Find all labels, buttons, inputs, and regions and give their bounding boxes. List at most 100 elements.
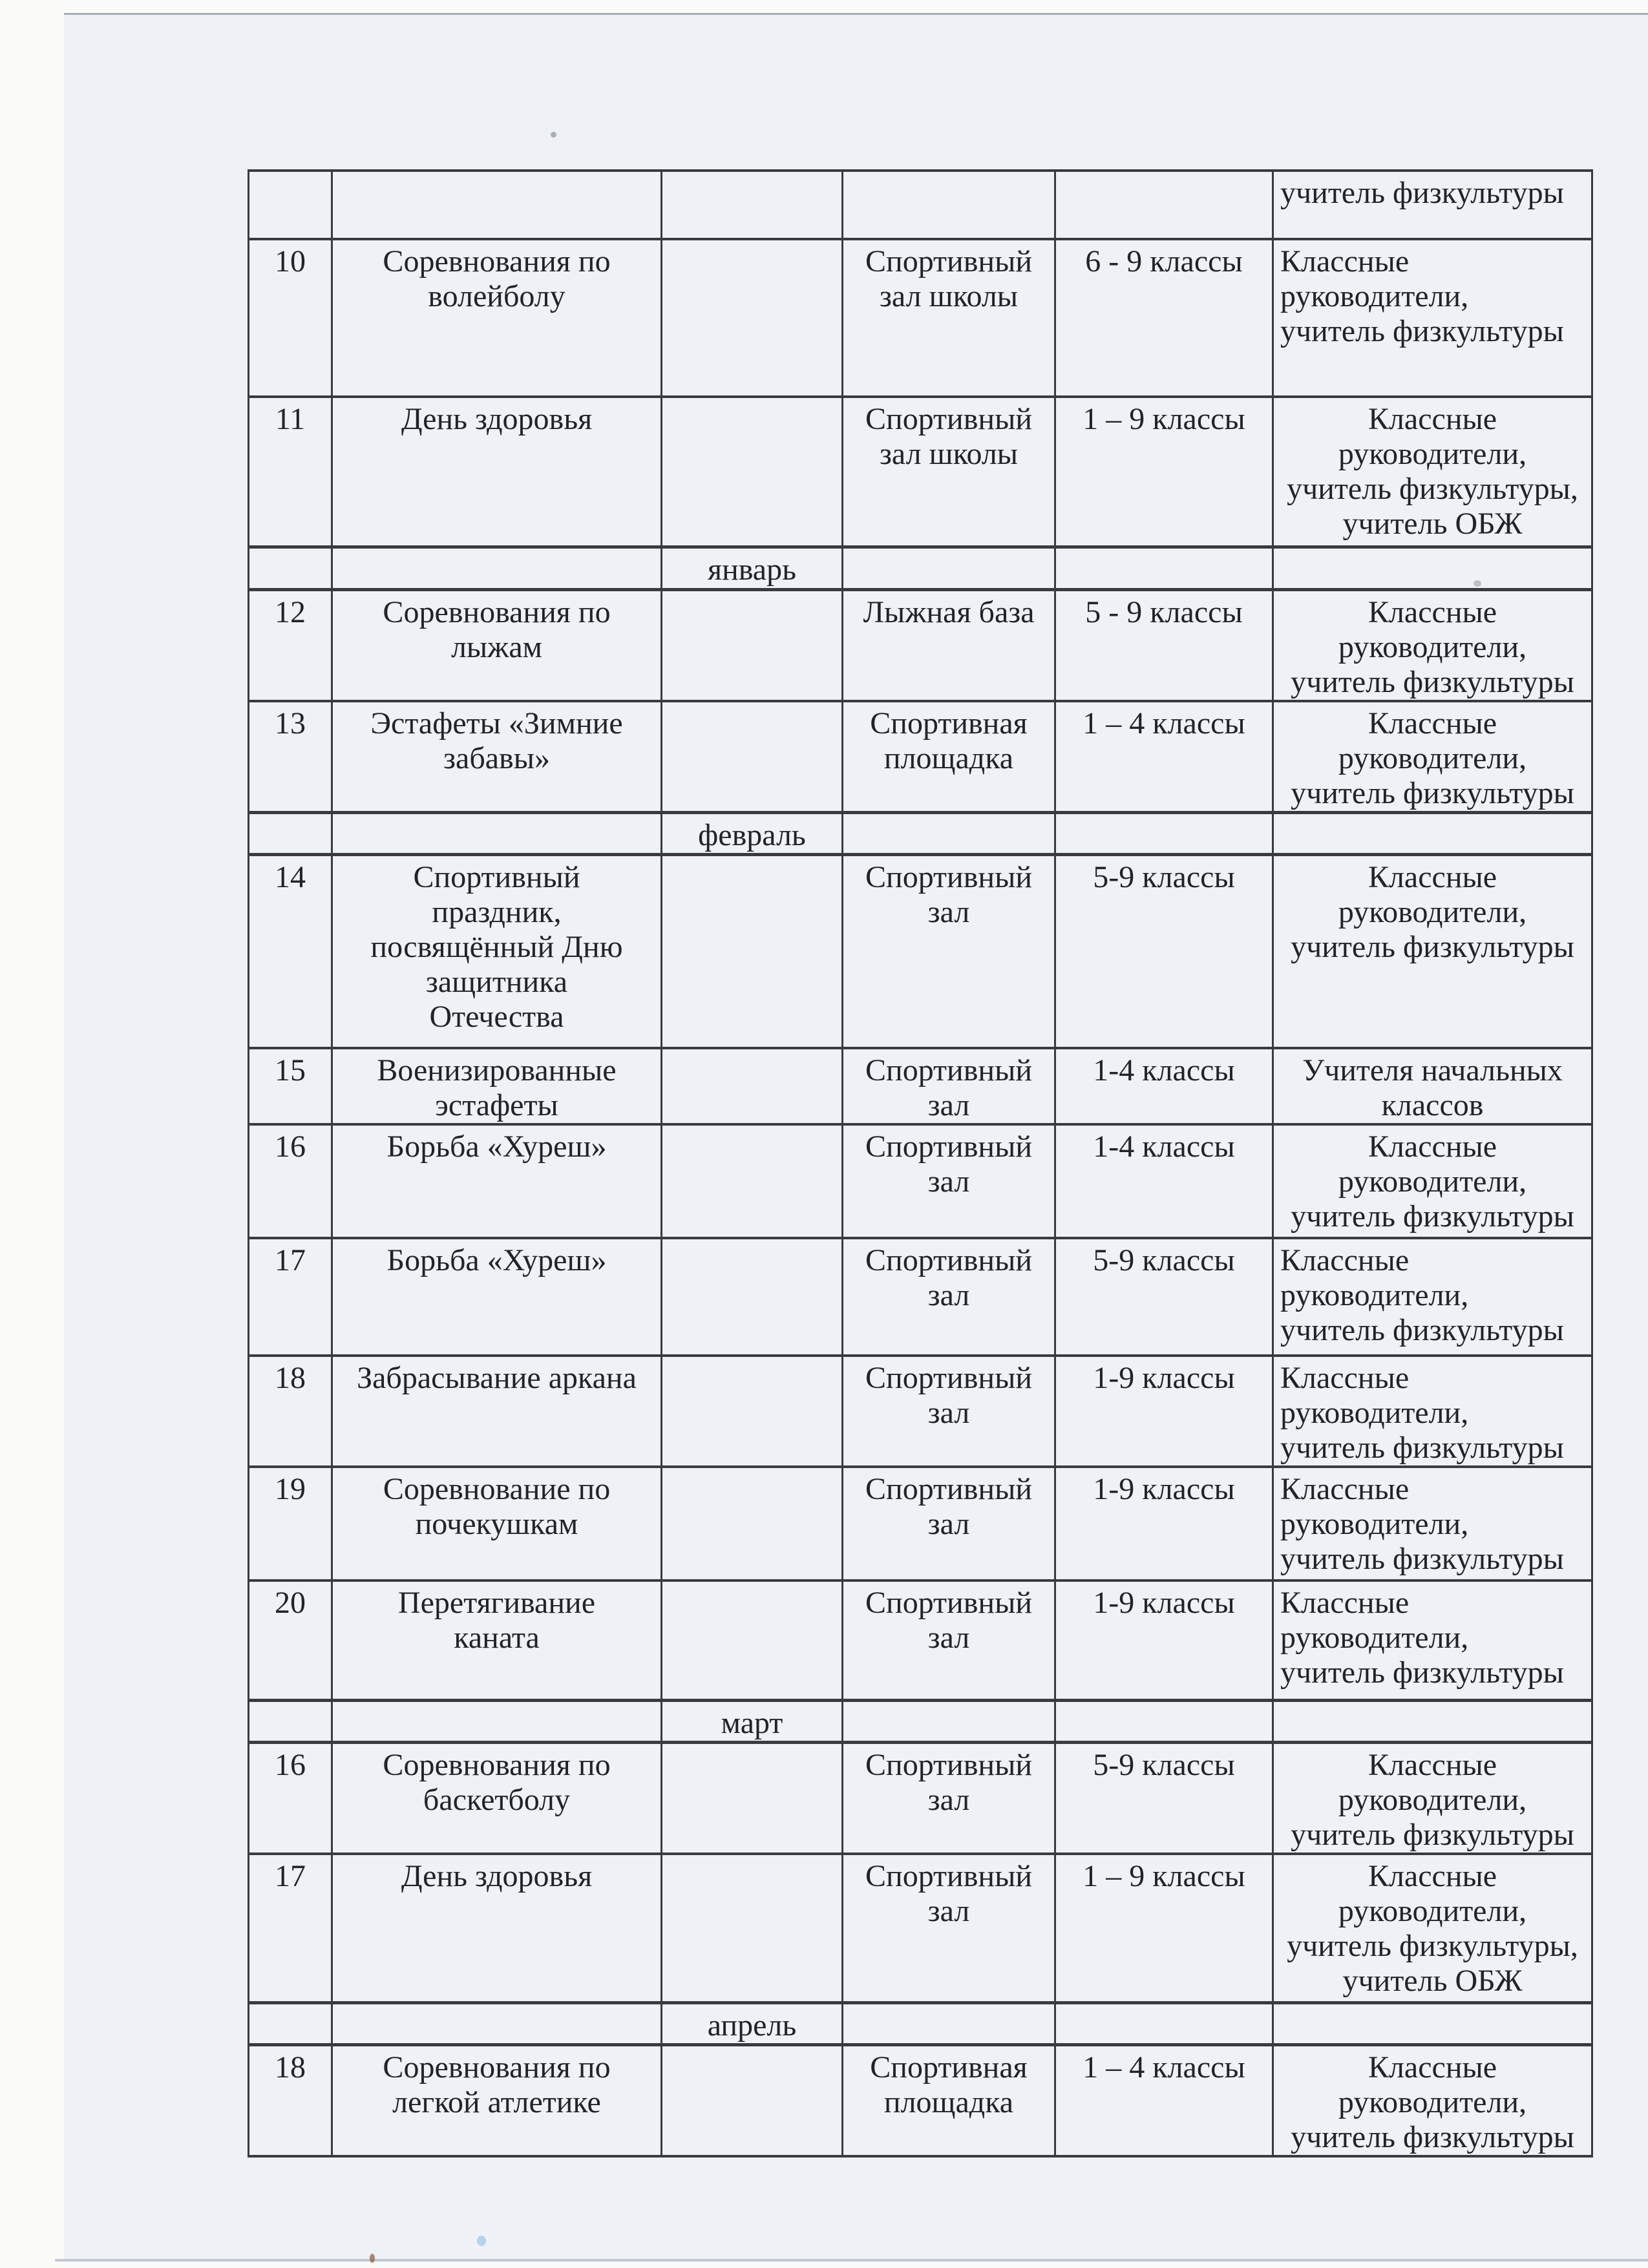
scanner-edge-line [55, 2259, 1648, 2262]
event-row: 17 Борьба «Хуреш» Спортивный зал 5-9 классы… [248, 1237, 1593, 1357]
row-number-cell: 13 [248, 699, 333, 814]
event-name-cell: Эстафеты «Зимние забавы» [331, 699, 662, 814]
classes-cell [1054, 545, 1274, 591]
event-row: 19 Соревнование по почекушкам Спортивный з… [248, 1465, 1593, 1582]
venue-cell: Спортивный зал [841, 1354, 1056, 1468]
event-row: 13 Эстафеты «Зимние забавы» Спортивная пло… [248, 699, 1593, 814]
responsible-cell: Классные руководители, учитель физкульту… [1272, 853, 1593, 1049]
event-name-cell: Борьба «Хуреш» [331, 1123, 662, 1239]
row-number-cell: 11 [248, 395, 333, 548]
responsible-cell: Классные руководители, учитель физкульту… [1272, 238, 1593, 398]
event-name-text: Эстафеты «Зимние забавы» [370, 706, 623, 775]
responsible-text: учитель физкультуры [1280, 176, 1564, 210]
event-row: 17 День здоровья Спортивный зал 1 – 9 класс… [248, 1852, 1593, 2004]
date-cell [660, 238, 843, 398]
event-name-text: Военизированные эстафеты [377, 1053, 617, 1122]
responsible-text: Классные руководители, учитель физкульту… [1291, 1129, 1574, 1234]
event-name-text: Соревнования по баскетболу [383, 1747, 611, 1817]
classes-text: 1-9 классы [1093, 1472, 1235, 1506]
venue-text: Спортивный зал [865, 1586, 1033, 1655]
responsible-text: Классные руководители, учитель физкульту… [1291, 706, 1574, 810]
venue-cell: Спортивный зал [841, 853, 1056, 1049]
event-row: 18 Забрасывание аркана Спортивный зал 1-9 к… [248, 1354, 1593, 1468]
venue-cell: Спортивный зал [841, 1465, 1056, 1582]
event-row: 11 День здоровья Спортивный зал школы 1 – 9… [248, 395, 1593, 548]
classes-cell [1054, 1698, 1274, 1744]
event-row: 20 Перетягивание каната Спортивный зал 1-9 … [248, 1579, 1593, 1701]
classes-cell: 1 – 4 классы [1054, 699, 1274, 814]
event-name-cell: Соревнование по почекушкам [331, 1465, 662, 1582]
row-number-text: 17 [275, 1858, 306, 1893]
event-name-text: Борьба «Хуреш» [386, 1129, 607, 1164]
classes-cell: 5 - 9 классы [1054, 588, 1274, 702]
classes-text: 1 – 4 классы [1083, 2050, 1245, 2084]
venue-cell: Спортивный зал [841, 1579, 1056, 1701]
responsible-cell [1272, 1698, 1593, 1744]
event-name-text: День здоровья [401, 1858, 593, 1893]
classes-text: 1 – 4 классы [1083, 706, 1245, 740]
month-separator-row: февраль [248, 810, 1593, 856]
classes-text: 1-9 классы [1093, 1361, 1235, 1395]
date-cell [660, 1354, 843, 1468]
event-name-cell: Соревнования по легкой атлетике [331, 2043, 662, 2158]
event-row: 14 Спортивный праздник, посвящённый Дню з… [248, 853, 1593, 1049]
row-number-cell: 18 [248, 1354, 333, 1468]
classes-text: 6 - 9 классы [1085, 244, 1243, 278]
event-name-cell: Перетягивание каната [331, 1579, 662, 1701]
responsible-text: Классные руководители, учитель физкульту… [1280, 1243, 1564, 1347]
date-cell [660, 395, 843, 548]
date-cell [660, 588, 843, 702]
responsible-cell: Классные руководители, учитель физкульту… [1272, 1123, 1593, 1239]
date-cell [660, 699, 843, 814]
month-label-text: январь [708, 552, 796, 587]
event-name-text: День здоровья [401, 402, 593, 436]
responsible-cell [1272, 810, 1593, 856]
responsible-cell: Классные руководители, учитель физкульту… [1272, 1579, 1593, 1701]
responsible-cell: Классные руководители, учитель физкульту… [1272, 1237, 1593, 1357]
row-number-text: 16 [275, 1129, 306, 1164]
classes-text: 1 – 9 классы [1083, 1858, 1245, 1893]
classes-cell: 1-9 классы [1054, 1579, 1274, 1701]
responsible-text: Классные руководители, учитель физкульту… [1291, 2050, 1574, 2154]
classes-cell [1054, 810, 1274, 856]
row-number-cell [248, 545, 333, 591]
venue-cell: Спортивный зал [841, 1237, 1056, 1357]
row-number-cell: 19 [248, 1465, 333, 1582]
month-label-text: февраль [698, 817, 806, 852]
responsible-cell: Учителя начальных классов [1272, 1047, 1593, 1126]
venue-text: Спортивный зал [865, 1243, 1033, 1312]
classes-text: 5 - 9 классы [1085, 594, 1243, 629]
venue-text: Спортивный зал школы [865, 402, 1033, 471]
row-number-text: 12 [275, 594, 306, 629]
scan-speck [477, 2236, 486, 2246]
event-row: 16 Борьба «Хуреш» Спортивный зал 1-4 классы… [248, 1123, 1593, 1239]
date-cell [660, 1465, 843, 1582]
classes-text: 1-9 классы [1093, 1586, 1235, 1620]
row-number-text: 15 [275, 1053, 306, 1087]
scan-speck [551, 132, 556, 138]
venue-cell [841, 1698, 1056, 1744]
venue-text: Спортивный зал [865, 859, 1033, 929]
classes-cell: 5-9 классы [1054, 1237, 1274, 1357]
row-number-text: 20 [275, 1586, 306, 1620]
row-number-text: 10 [275, 244, 306, 278]
responsible-cell: Классные руководители, учитель физкульту… [1272, 1741, 1593, 1855]
event-name-cell: Борьба «Хуреш» [331, 1237, 662, 1357]
date-cell [660, 1123, 843, 1239]
venue-text: Спортивный зал [865, 1858, 1033, 1928]
venue-text: Спортивный зал [865, 1361, 1033, 1430]
date-cell [660, 1852, 843, 2004]
classes-cell [1054, 2001, 1274, 2046]
classes-cell: 1 – 9 классы [1054, 395, 1274, 548]
event-name-text: Соревнования по лыжам [383, 594, 611, 664]
event-name-cell: Забрасывание аркана [331, 1354, 662, 1468]
event-name-cell: Спортивный праздник, посвящённый Дню защ… [331, 853, 662, 1049]
row-number-text: 17 [275, 1243, 306, 1277]
venue-cell: Спортивный зал [841, 1047, 1056, 1126]
row-number-text: 16 [275, 1747, 306, 1782]
venue-cell [841, 810, 1056, 856]
classes-cell [1054, 169, 1274, 240]
venue-text: Спортивный зал [865, 1747, 1033, 1817]
classes-cell: 1-9 классы [1054, 1354, 1274, 1468]
